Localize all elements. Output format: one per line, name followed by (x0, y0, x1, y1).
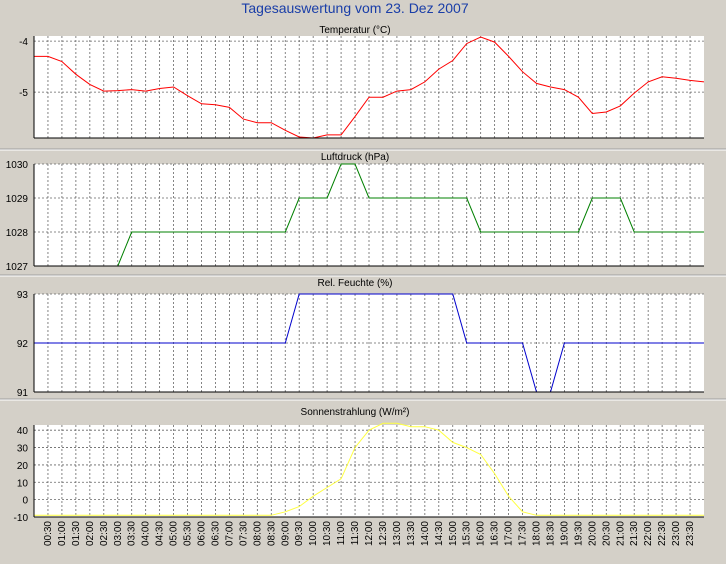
x-tick-label: 11:30 (350, 521, 361, 546)
y-tick-label: 1028 (6, 228, 29, 239)
chart-panel-2: 1027 1028 1029 1030 Luftdruck (hPa) (0, 152, 726, 277)
x-tick-label: 14:00 (420, 521, 431, 546)
x-tick-label: 13:00 (392, 521, 403, 546)
x-tick-label: 05:00 (169, 521, 180, 546)
plot-area (34, 164, 704, 266)
x-tick-label: 16:00 (476, 521, 487, 546)
x-tick-label: 18:30 (545, 521, 556, 546)
x-tick-label: 12:30 (378, 521, 389, 546)
series-line (117, 163, 704, 267)
report-title: Tagesauswertung vom 23. Dez 2007 (241, 0, 468, 16)
plot-area (34, 36, 704, 138)
series-line (34, 293, 704, 393)
chart-panel-4: -10 0 10 20 30 40 Sonnenstrahlung (W/m²) (14, 407, 704, 524)
grid-lines (34, 163, 704, 267)
x-tick-label: 17:30 (518, 521, 529, 546)
y-tick-label: 1027 (6, 262, 29, 273)
grid-lines (34, 425, 704, 518)
y-tick-label: 20 (17, 461, 29, 472)
y-tick-label: 10 (17, 478, 29, 489)
x-tick-label: 01:00 (57, 521, 68, 546)
x-tick-label: 20:30 (601, 521, 612, 546)
y-tick-label: 40 (17, 426, 29, 437)
chart-panel-3: 91 92 93 Rel. Feuchte (%) (0, 278, 726, 401)
x-tick-label: 09:00 (280, 521, 291, 546)
y-tick-label: 91 (17, 388, 29, 399)
x-tick-label: 10:00 (308, 521, 319, 546)
x-tick-label: 06:00 (197, 521, 208, 546)
y-tick-label: 1030 (6, 160, 29, 171)
x-tick-label: 20:00 (587, 521, 598, 546)
y-tick-label: -4 (19, 37, 28, 48)
x-tick-label: 05:30 (183, 521, 194, 546)
x-tick-label: 07:00 (224, 521, 235, 546)
chart-title: Rel. Feuchte (%) (317, 278, 392, 289)
x-tick-label: 17:00 (504, 521, 515, 546)
series-line (34, 36, 705, 139)
chart-title: Luftdruck (hPa) (321, 152, 389, 163)
chart-title: Temperatur (°C) (319, 25, 390, 36)
chart-title: Sonnenstrahlung (W/m²) (301, 407, 410, 418)
x-tick-label: 15:30 (462, 521, 473, 546)
x-tick-label: 02:30 (99, 521, 110, 546)
y-tick-label: -5 (19, 88, 28, 99)
x-tick-label: 04:30 (155, 521, 166, 546)
x-tick-label: 00:30 (43, 521, 54, 546)
x-tick-label: 18:00 (532, 521, 543, 546)
x-tick-label: 04:00 (141, 521, 152, 546)
y-tick-label: 93 (17, 290, 29, 301)
x-tick-label: 21:00 (615, 521, 626, 546)
y-tick-label: 0 (22, 496, 28, 507)
x-tick-label: 10:30 (322, 521, 333, 546)
x-tick-label: 14:30 (434, 521, 445, 546)
x-tick-label: 06:30 (210, 521, 221, 546)
x-tick-labels: 00:30 01:00 01:30 02:00 02:30 03:00 03:30 04:00… (43, 521, 696, 546)
x-tick-label: 08:00 (252, 521, 263, 546)
chart-panel-1: -5 -4 Temperatur (°C) (0, 25, 726, 151)
x-tick-label: 03:00 (113, 521, 124, 546)
x-tick-label: 01:30 (71, 521, 82, 546)
x-tick-label: 13:30 (406, 521, 417, 546)
x-tick-label: 09:30 (294, 521, 305, 546)
x-tick-label: 19:30 (573, 521, 584, 546)
x-tick-label: 15:00 (448, 521, 459, 546)
y-tick-label: -10 (14, 513, 29, 524)
y-tick-label: 92 (17, 339, 29, 350)
x-tick-label: 12:00 (364, 521, 375, 546)
x-tick-label: 22:30 (657, 521, 668, 546)
series-line (34, 422, 704, 516)
x-tick-label: 08:30 (266, 521, 277, 546)
grid-lines (34, 36, 704, 138)
x-tick-label: 02:00 (85, 521, 96, 546)
x-tick-label: 03:30 (127, 521, 138, 546)
y-tick-label: 30 (17, 444, 29, 455)
x-tick-label: 19:00 (559, 521, 570, 546)
y-tick-label: 1029 (6, 194, 29, 205)
x-tick-label: 23:00 (671, 521, 682, 546)
x-tick-label: 22:00 (643, 521, 654, 546)
x-tick-label: 11:00 (336, 521, 347, 546)
x-tick-label: 23:30 (685, 521, 696, 546)
x-tick-label: 16:30 (490, 521, 501, 546)
x-tick-label: 21:30 (629, 521, 640, 546)
x-tick-label: 07:30 (238, 521, 249, 546)
